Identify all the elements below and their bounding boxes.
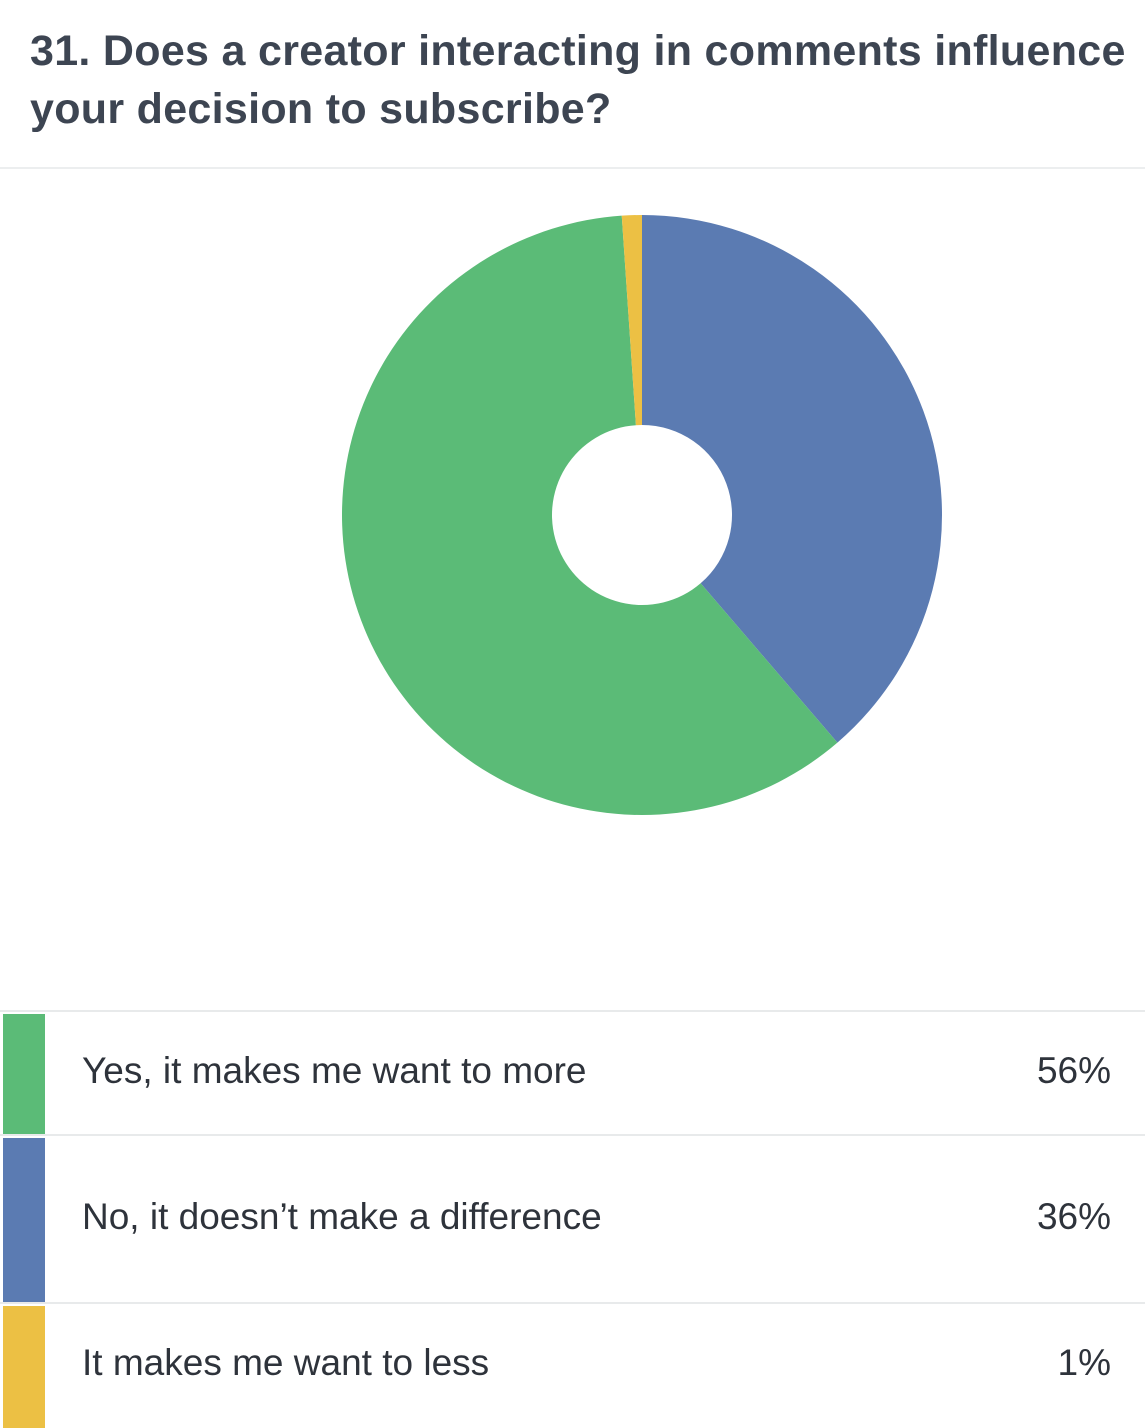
donut-chart — [342, 215, 943, 816]
legend-row: Yes, it makes me want to more 56% — [0, 1010, 1145, 1136]
legend-swatch — [3, 1014, 45, 1136]
legend-row: No, it doesn’t make a difference 36% — [0, 1134, 1145, 1304]
legend-swatch — [3, 1306, 45, 1428]
donut-slice — [621, 215, 642, 426]
legend-label: Yes, it makes me want to more — [82, 1050, 587, 1091]
donut-slice — [342, 215, 838, 816]
divider — [0, 167, 1145, 169]
legend-label: It makes me want to less — [82, 1342, 490, 1383]
value-label: 1% — [1057, 1342, 1111, 1383]
question-title: 31. Does a creator interacting in commen… — [30, 27, 1126, 133]
legend-row: It makes me want to less 1% — [0, 1302, 1145, 1428]
legend-swatch — [3, 1138, 45, 1304]
donut-slice — [642, 215, 943, 743]
value-label: 36% — [1036, 1196, 1111, 1237]
value-label: 56% — [1036, 1050, 1111, 1091]
legend-label: No, it doesn’t make a difference — [82, 1196, 602, 1237]
